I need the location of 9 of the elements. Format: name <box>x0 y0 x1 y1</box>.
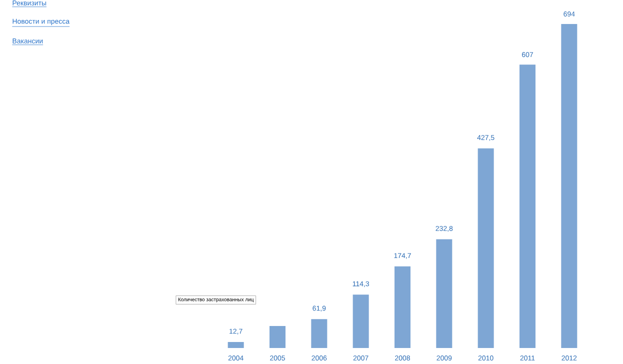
bar <box>352 294 369 348</box>
bar <box>436 239 452 348</box>
bar <box>478 148 494 348</box>
bar <box>519 64 536 348</box>
bar <box>228 342 244 348</box>
bar <box>394 266 410 348</box>
bar <box>311 319 328 348</box>
bar <box>561 24 578 348</box>
bar <box>270 326 286 348</box>
